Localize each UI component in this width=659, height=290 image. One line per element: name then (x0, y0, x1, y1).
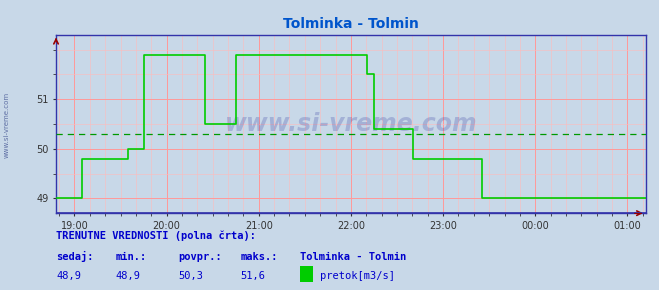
Text: www.si-vreme.com: www.si-vreme.com (3, 92, 10, 158)
Title: Tolminka - Tolmin: Tolminka - Tolmin (283, 17, 419, 31)
Text: povpr.:: povpr.: (178, 251, 221, 262)
Text: 51,6: 51,6 (241, 271, 266, 281)
Text: 48,9: 48,9 (56, 271, 81, 281)
Text: TRENUTNE VREDNOSTI (polna črta):: TRENUTNE VREDNOSTI (polna črta): (56, 231, 256, 241)
Text: sedaj:: sedaj: (56, 251, 94, 262)
Text: www.si-vreme.com: www.si-vreme.com (225, 112, 477, 136)
Text: min.:: min.: (115, 251, 146, 262)
Text: maks.:: maks.: (241, 251, 278, 262)
Text: Tolminka - Tolmin: Tolminka - Tolmin (300, 251, 406, 262)
Text: pretok[m3/s]: pretok[m3/s] (320, 271, 395, 281)
Text: 50,3: 50,3 (178, 271, 203, 281)
Text: 48,9: 48,9 (115, 271, 140, 281)
